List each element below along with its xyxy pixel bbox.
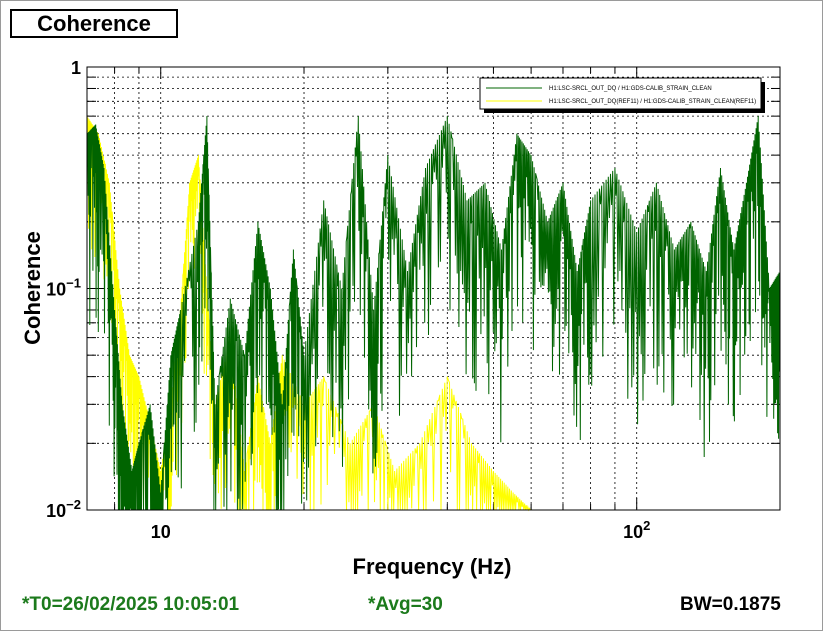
- x-tick-label-2: 102: [623, 518, 650, 542]
- legend: H1:LSC-SRCL_OUT_DQ / H1:GDS-CALIB_STRAIN…: [479, 77, 765, 113]
- x-tick-label-1: 10: [151, 522, 171, 542]
- bandwidth-label: BW=0.1875: [680, 594, 781, 615]
- y-axis-title: Coherence: [20, 231, 45, 345]
- x-axis-title: Frequency (Hz): [353, 554, 512, 579]
- t0-label: *T0=26/02/2025 10:05:01: [22, 594, 240, 615]
- y-tick-label-2: 10−1: [46, 276, 81, 300]
- y-tick-label-3: 10−2: [46, 497, 81, 521]
- y-tick-label-1: 1: [71, 58, 81, 78]
- legend-label-series-1: H1:LSC-SRCL_OUT_DQ / H1:GDS-CALIB_STRAIN…: [549, 86, 712, 92]
- plot-title: Coherence: [10, 9, 178, 38]
- tick-labels: 10 102 1 10−1 10−2: [46, 58, 650, 542]
- legend-box: [479, 77, 762, 110]
- plot-frame: [86, 66, 781, 511]
- series-line-1: [86, 116, 781, 511]
- series-lines: [86, 116, 781, 512]
- avg-label: *Avg=30: [368, 594, 443, 615]
- grid-lines: [86, 66, 781, 511]
- legend-label-series-2: H1:LSC-SRCL_OUT_DQ(REF11) / H1:GDS-CALIB…: [549, 99, 756, 105]
